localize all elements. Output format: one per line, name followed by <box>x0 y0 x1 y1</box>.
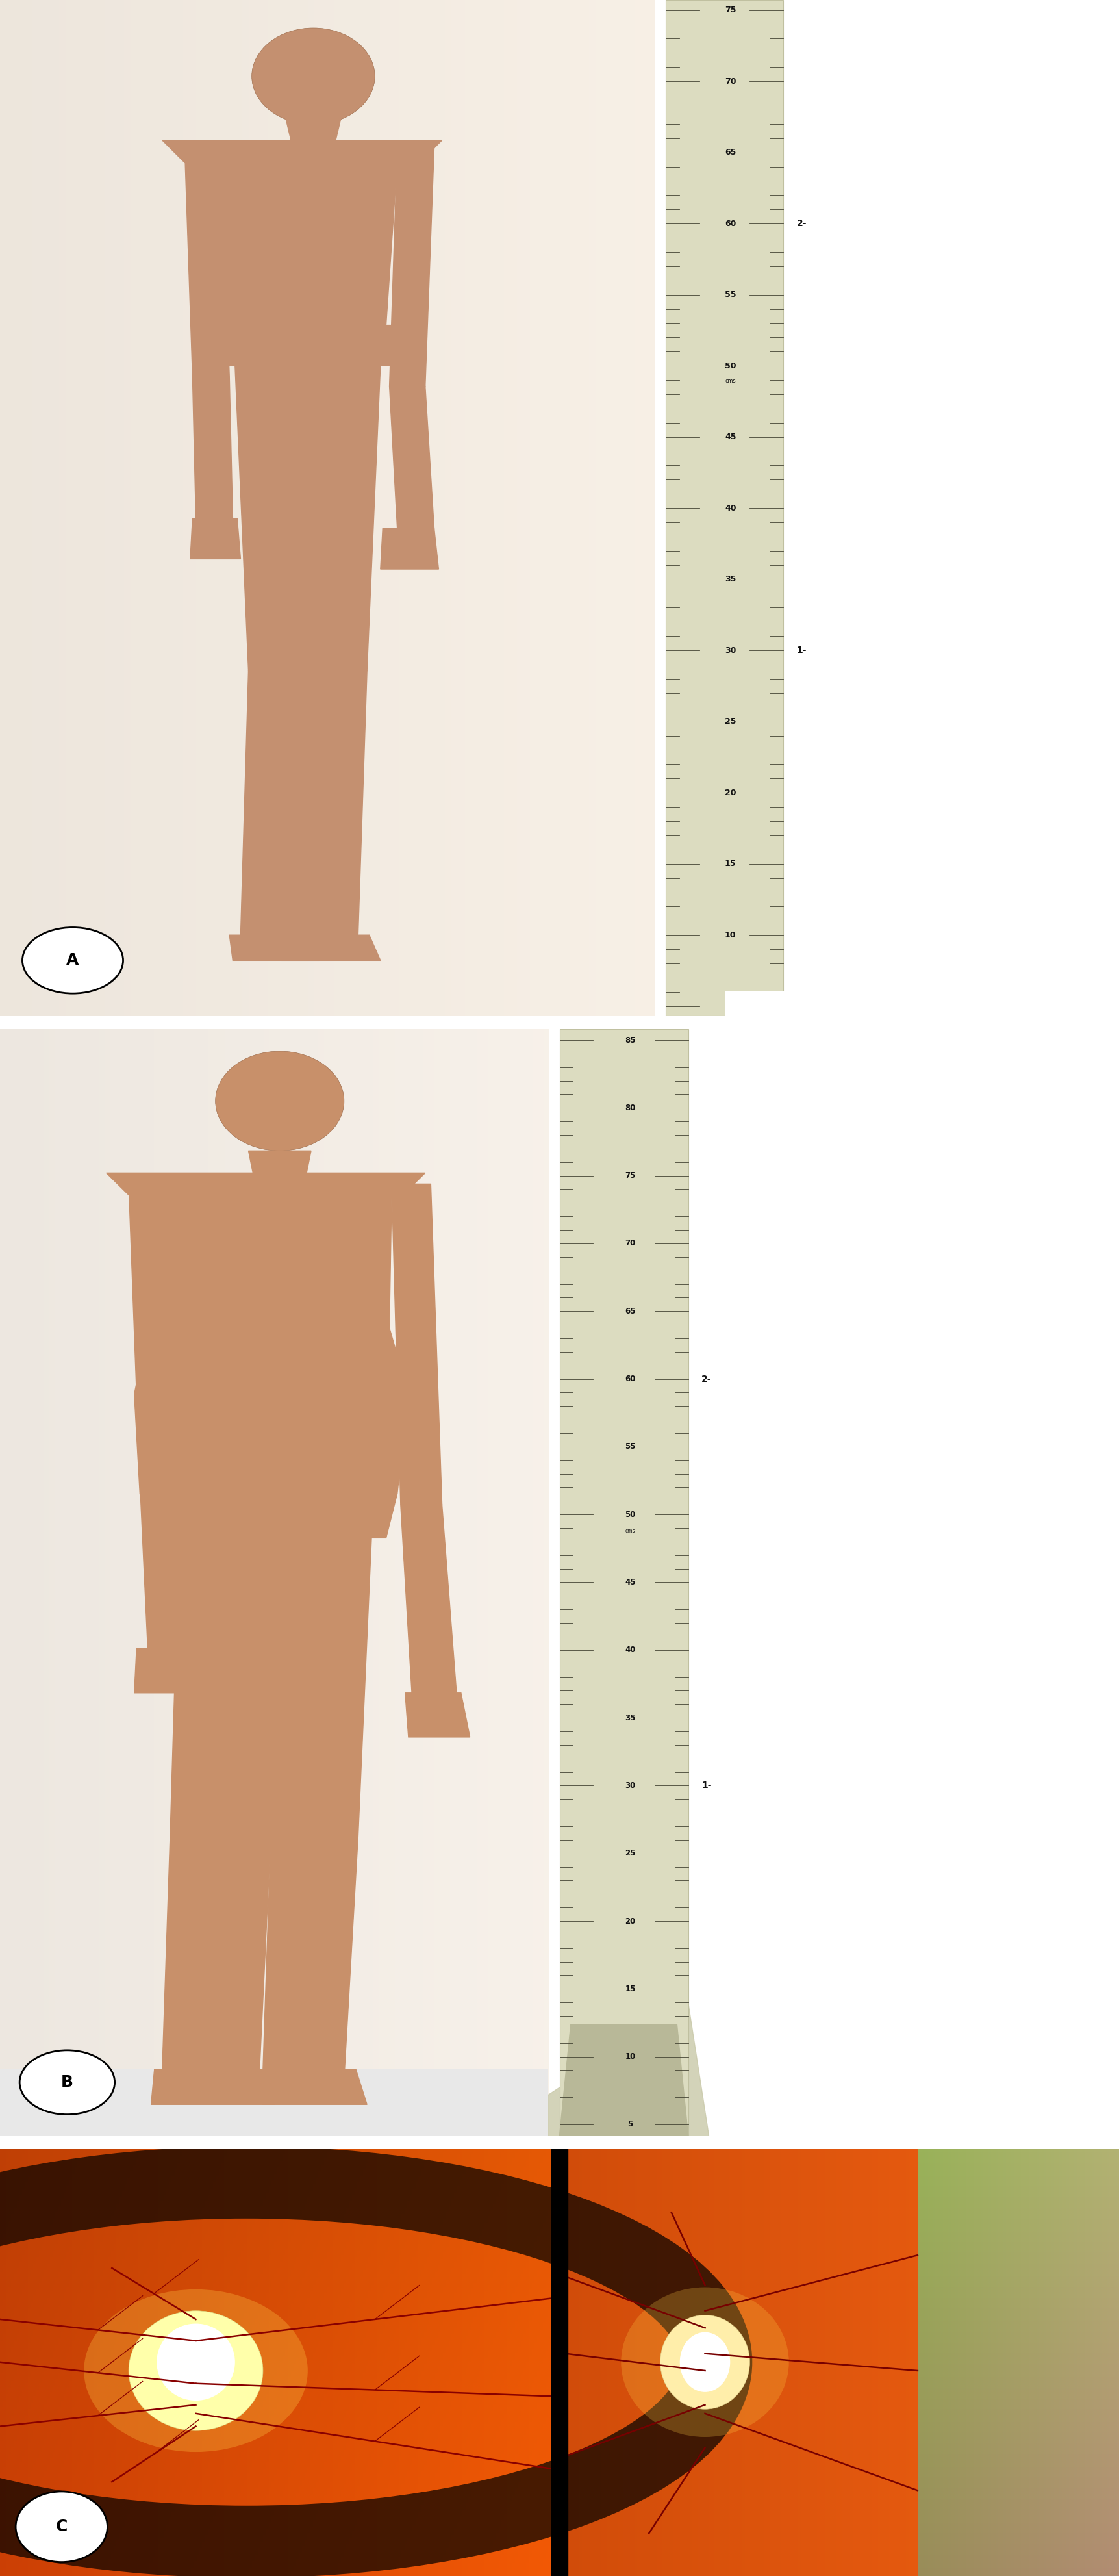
Polygon shape <box>134 1649 199 1692</box>
Polygon shape <box>263 1837 358 2069</box>
Ellipse shape <box>621 2287 789 2437</box>
Text: 45: 45 <box>725 433 736 440</box>
Polygon shape <box>241 670 319 935</box>
Text: 60: 60 <box>624 1376 636 1383</box>
Polygon shape <box>248 1151 311 1172</box>
Text: 70: 70 <box>626 1239 636 1247</box>
Text: 25: 25 <box>624 1850 636 1857</box>
Text: 45: 45 <box>624 1579 636 1587</box>
Text: 20: 20 <box>725 788 736 796</box>
FancyBboxPatch shape <box>560 1028 688 2136</box>
Polygon shape <box>106 1172 425 1195</box>
Ellipse shape <box>22 927 123 994</box>
Polygon shape <box>285 116 341 139</box>
Polygon shape <box>401 1504 457 1692</box>
Text: 50: 50 <box>624 1510 636 1520</box>
Polygon shape <box>170 1538 285 1837</box>
FancyBboxPatch shape <box>783 0 1119 1018</box>
Text: 75: 75 <box>725 5 736 15</box>
Text: 80: 80 <box>624 1103 636 1113</box>
Ellipse shape <box>16 2491 107 2563</box>
FancyBboxPatch shape <box>688 1028 1119 2136</box>
Polygon shape <box>285 670 367 935</box>
Polygon shape <box>151 2069 274 2105</box>
Text: 1-: 1- <box>797 647 807 654</box>
Polygon shape <box>235 366 319 670</box>
Polygon shape <box>280 935 380 961</box>
Text: 25: 25 <box>725 716 736 726</box>
Polygon shape <box>145 1195 392 1327</box>
Text: 15: 15 <box>725 860 736 868</box>
Text: cms: cms <box>725 379 736 384</box>
Text: 65: 65 <box>725 149 736 157</box>
Polygon shape <box>134 1327 408 1494</box>
Text: 2-: 2- <box>797 219 807 229</box>
Polygon shape <box>192 376 233 518</box>
Text: 20: 20 <box>626 1917 636 1924</box>
Text: 55: 55 <box>725 291 736 299</box>
Polygon shape <box>162 1837 271 2069</box>
Text: 40: 40 <box>725 505 736 513</box>
Polygon shape <box>552 2148 567 2576</box>
Polygon shape <box>140 1484 188 1649</box>
Polygon shape <box>260 2069 367 2105</box>
Polygon shape <box>389 386 434 528</box>
Ellipse shape <box>660 2316 750 2409</box>
Text: 35: 35 <box>624 1713 636 1721</box>
Polygon shape <box>293 366 380 670</box>
FancyBboxPatch shape <box>0 0 655 1018</box>
FancyBboxPatch shape <box>725 992 794 1018</box>
FancyBboxPatch shape <box>0 1028 548 2136</box>
Text: 75: 75 <box>624 1172 636 1180</box>
Ellipse shape <box>157 2324 235 2401</box>
Polygon shape <box>140 1494 397 1538</box>
Ellipse shape <box>84 2290 308 2452</box>
Polygon shape <box>229 935 319 961</box>
Text: 40: 40 <box>624 1646 636 1654</box>
Text: 55: 55 <box>624 1443 636 1450</box>
Text: cms: cms <box>626 1528 636 1535</box>
Polygon shape <box>207 325 403 366</box>
Text: 65: 65 <box>624 1306 636 1316</box>
Ellipse shape <box>129 2311 263 2432</box>
Text: 35: 35 <box>725 574 736 585</box>
Ellipse shape <box>679 2331 730 2393</box>
Ellipse shape <box>252 28 375 124</box>
Text: 30: 30 <box>725 647 736 654</box>
Text: 70: 70 <box>725 77 736 85</box>
Polygon shape <box>405 1692 470 1736</box>
Text: 85: 85 <box>624 1036 636 1043</box>
Text: 2-: 2- <box>702 1376 712 1383</box>
Polygon shape <box>470 2002 711 2146</box>
Text: 5: 5 <box>628 2120 633 2128</box>
Text: 15: 15 <box>624 1984 636 1994</box>
Polygon shape <box>185 147 229 376</box>
Ellipse shape <box>215 1051 345 1151</box>
Text: 30: 30 <box>626 1783 636 1790</box>
Polygon shape <box>389 147 434 386</box>
Polygon shape <box>213 162 397 325</box>
Text: 10: 10 <box>626 2053 636 2061</box>
Text: B: B <box>60 2074 74 2089</box>
Text: A: A <box>66 953 79 969</box>
Polygon shape <box>190 518 241 559</box>
Polygon shape <box>380 528 439 569</box>
Polygon shape <box>560 2025 688 2136</box>
Polygon shape <box>271 1538 372 1837</box>
Polygon shape <box>129 1185 179 1484</box>
Polygon shape <box>162 139 442 162</box>
Text: 10: 10 <box>725 930 736 940</box>
FancyBboxPatch shape <box>666 0 783 1018</box>
FancyBboxPatch shape <box>0 2069 548 2136</box>
Text: 60: 60 <box>725 219 736 227</box>
Polygon shape <box>392 1185 442 1504</box>
Text: 5: 5 <box>727 1002 733 1010</box>
Text: 1-: 1- <box>702 1780 712 1790</box>
Text: 50: 50 <box>725 361 736 371</box>
Ellipse shape <box>19 2050 115 2115</box>
Text: C: C <box>56 2519 67 2535</box>
